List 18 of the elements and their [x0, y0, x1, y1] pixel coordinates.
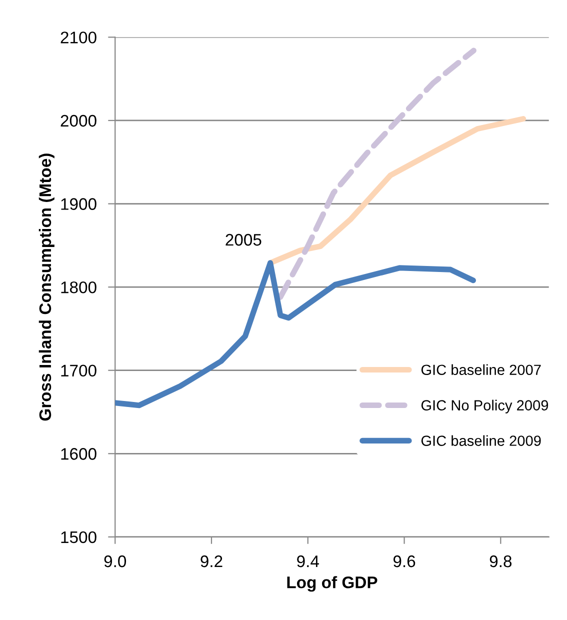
y-tick-label: 1600 [61, 448, 96, 460]
y-axis-title: Gross Inland Consumption (Mtoe) [38, 154, 54, 421]
x-tick-label: 9.0 [104, 555, 126, 568]
x-tick-label: 9.2 [200, 555, 222, 568]
y-tick-label: 1700 [61, 364, 96, 377]
x-axis-title: Log of GDP [287, 576, 378, 592]
x-tick-label: 9.8 [490, 555, 512, 568]
y-tick-label: 1900 [61, 198, 96, 210]
annotation: 2005 [226, 234, 262, 246]
legend-label: GIC baseline 2007 [421, 364, 541, 376]
legend-label: GIC No Policy 2009 [421, 400, 548, 414]
y-tick-label: 2000 [60, 114, 96, 127]
x-tick-label: 9.6 [393, 555, 416, 568]
y-tick-label: 1800 [61, 281, 96, 294]
y-tick-label: 1500 [61, 531, 96, 544]
x-tick-label: 9.4 [297, 555, 319, 568]
legend-label: GIC baseline 2009 [421, 435, 541, 446]
y-tick-label: 2100 [60, 32, 96, 44]
